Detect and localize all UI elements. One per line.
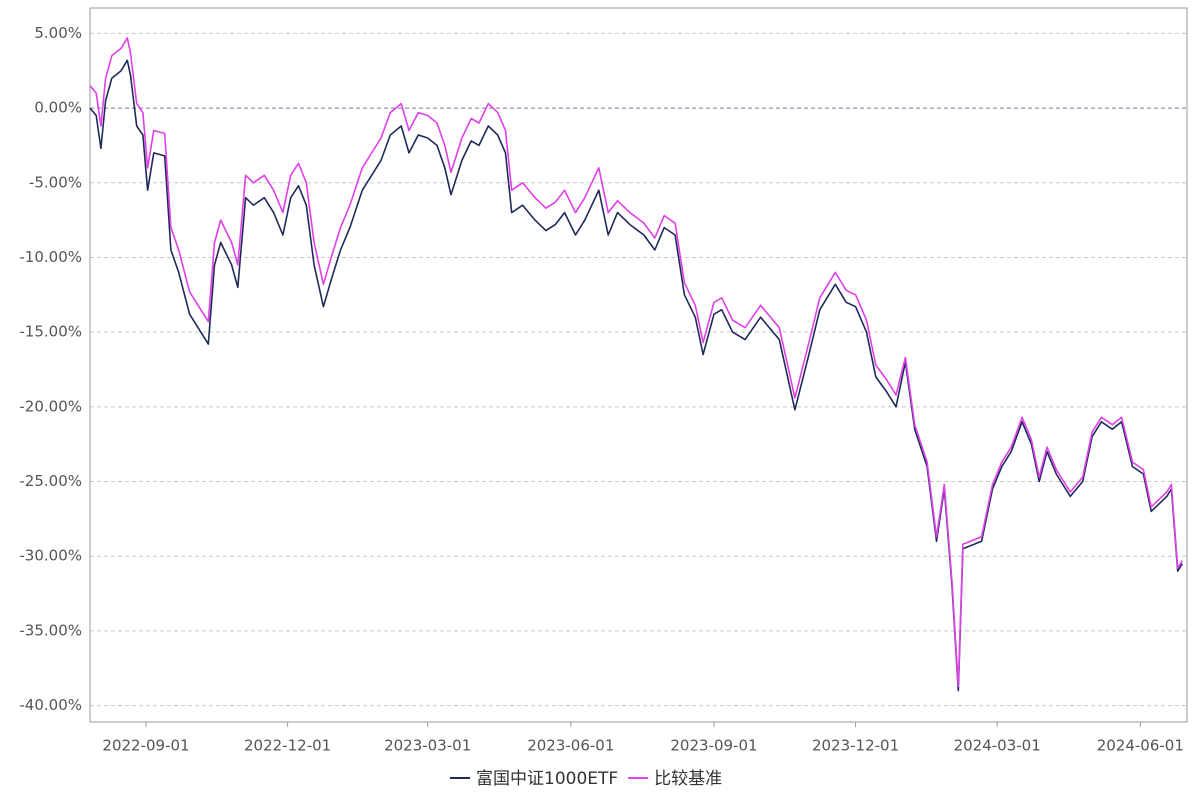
x-tick-label: 2022-12-01 (244, 737, 331, 755)
y-tick-label: 5.00% (34, 24, 82, 42)
y-tick-label: -15.00% (19, 323, 82, 341)
plot-border (89, 7, 1188, 723)
x-tick-label: 2024-03-01 (954, 737, 1041, 755)
y-tick-label: 0.00% (34, 99, 82, 117)
y-tick-label: -20.00% (19, 397, 82, 415)
x-tick-label: 2022-09-01 (102, 737, 189, 755)
legend-label: 富国中证1000ETF (476, 769, 618, 789)
y-tick-label: -40.00% (19, 696, 82, 714)
series-line (89, 37, 1183, 687)
y-tick-label: -30.00% (19, 547, 82, 565)
y-tick-label: -10.00% (19, 248, 82, 266)
y-tick-label: -35.00% (19, 621, 82, 639)
legend-label: 比较基准 (654, 769, 722, 789)
x-tick-label: 2023-12-01 (812, 737, 899, 755)
x-tick-label: 2023-09-01 (670, 737, 757, 755)
y-tick-label: -25.00% (19, 472, 82, 490)
x-tick-label: 2023-06-01 (527, 737, 614, 755)
series-line (89, 59, 1183, 692)
x-tick-label: 2024-06-01 (1097, 737, 1184, 755)
y-tick-label: -5.00% (29, 173, 82, 191)
x-tick-label: 2023-03-01 (384, 737, 471, 755)
